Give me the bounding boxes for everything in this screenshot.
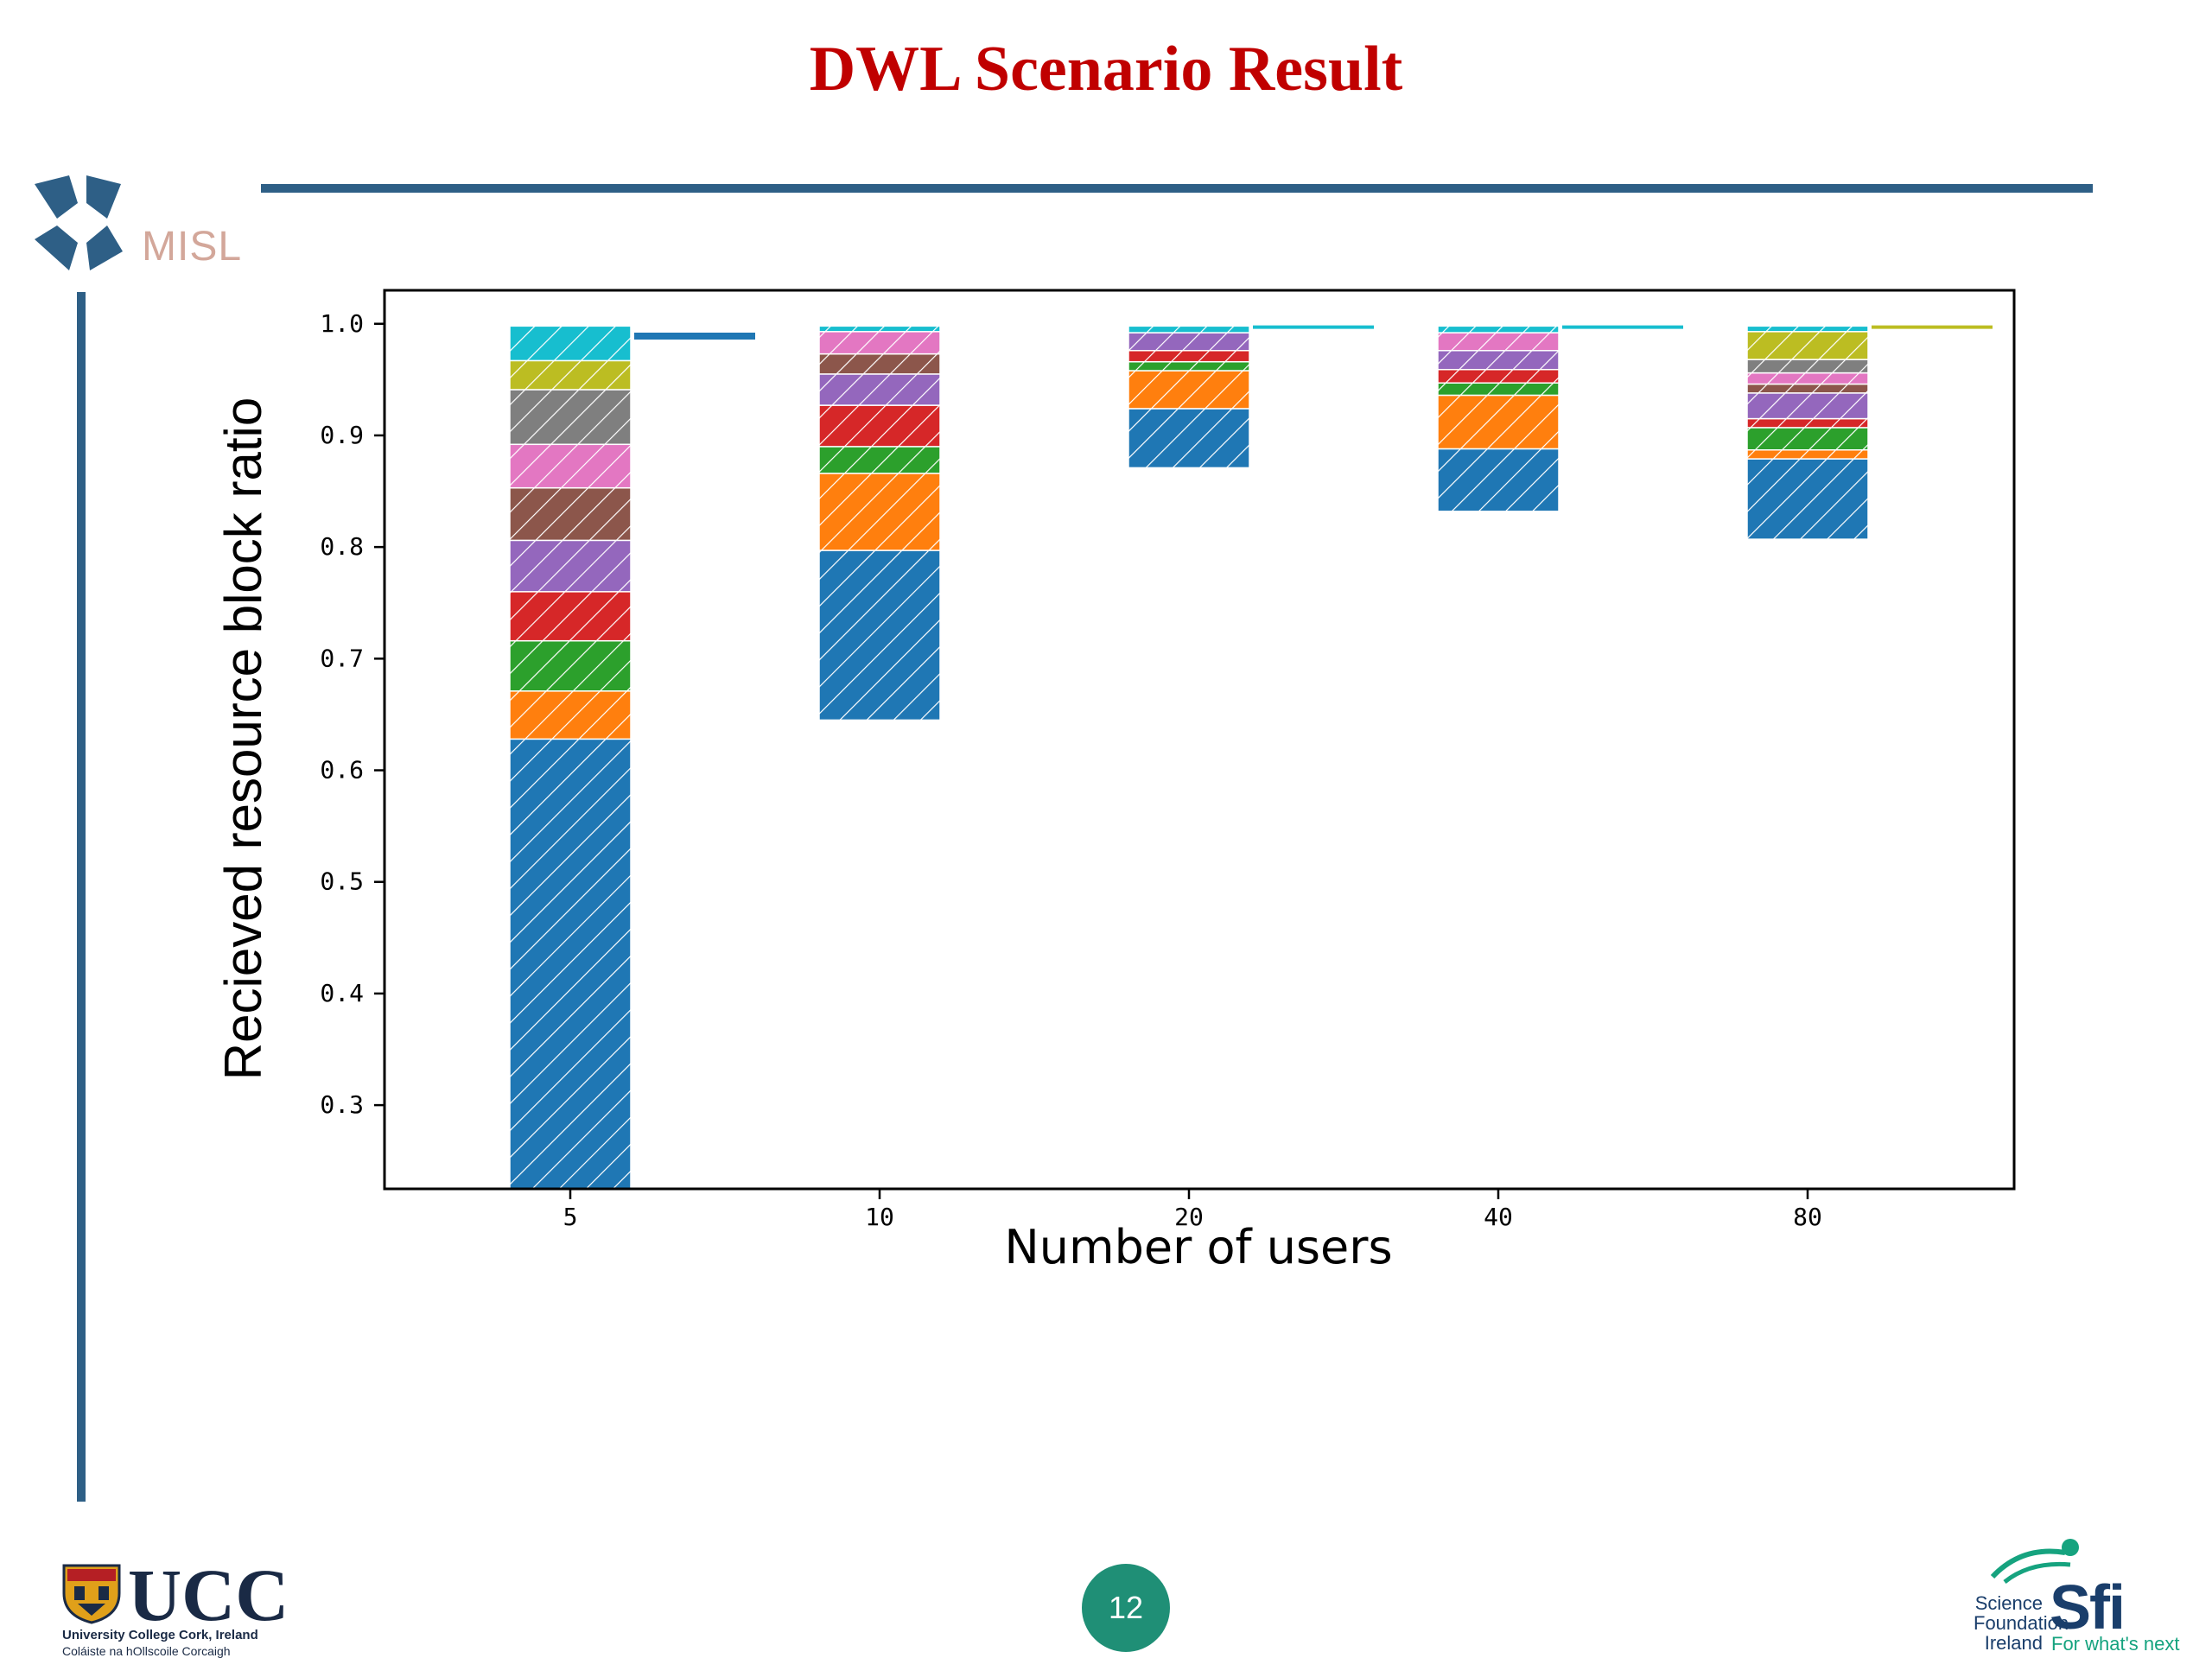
bar-hatch-10-3	[819, 446, 940, 473]
sfi-ireland-text: Ireland	[1984, 1632, 2043, 1654]
bar-hatch-5-7	[510, 444, 631, 488]
bar-hatch-80-3	[1747, 427, 1868, 450]
bar-hatch-40-5	[1438, 350, 1559, 370]
bar-hatch-80-7	[1747, 372, 1868, 384]
bar-hatch-40-6	[1438, 333, 1559, 351]
side-rule	[77, 292, 86, 1502]
bar-stacks	[509, 325, 1993, 1190]
bar-hatch-80-9	[1747, 331, 1868, 360]
y-tick-label: 0.8	[320, 532, 364, 561]
bar-hatch-5-10	[510, 326, 631, 361]
bar-hatch-10-4	[819, 405, 940, 447]
ucc-wordmark: UCC	[128, 1553, 289, 1636]
y-tick-label: 0.7	[320, 644, 364, 672]
bar-hatch-40-3	[1438, 383, 1559, 396]
bar-hatch-10-5	[819, 373, 940, 406]
x-tick-label: 5	[563, 1203, 578, 1231]
y-axis-ticks: 0.3 0.4 0.5 0.6 0.7 0.8 0.9 1.0	[320, 309, 385, 1119]
bar-hatch-5-1	[510, 739, 631, 1189]
x-tick-label: 40	[1484, 1203, 1513, 1231]
bar-hatch-80-10	[1747, 326, 1868, 332]
bar-hatch-5-8	[510, 389, 631, 445]
sfi-science-foundation-ireland: Science Foundation Ireland	[1974, 1592, 2069, 1654]
ucc-crest-icon	[62, 1564, 121, 1624]
y-tick-label: 0.9	[320, 421, 364, 449]
page-number-badge: 12	[1082, 1564, 1170, 1652]
bar-hatch-10-8	[819, 326, 940, 332]
sfi-science-text: Science	[1974, 1592, 2043, 1614]
misl-logo-icon	[35, 175, 123, 270]
sfi-swoosh-icon	[1990, 1539, 2079, 1584]
y-tick-label: 0.3	[320, 1090, 364, 1119]
bar-hatch-40-2	[1438, 395, 1559, 449]
bar-hatch-10-6	[819, 353, 940, 374]
bar-hatch-40-7	[1438, 326, 1559, 334]
sfi-tagline: For what's next	[2051, 1633, 2180, 1655]
ucc-subtitle: University College Cork, Ireland	[62, 1628, 258, 1642]
bar-hatch-80-2	[1747, 449, 1868, 460]
x-tick-label: 10	[865, 1203, 894, 1231]
bar-hatch-80-6	[1747, 384, 1868, 393]
y-axis-label: Recieved resource block ratio	[214, 397, 272, 1080]
bar-hatch-5-2	[510, 690, 631, 740]
bar-hatch-40-1	[1438, 448, 1559, 511]
bar-hatch-20-4	[1128, 350, 1249, 362]
y-tick-label: 0.4	[320, 979, 364, 1007]
bar-hatch-10-2	[819, 473, 940, 551]
ucc-irish-name: Coláiste na hOllscoile Corcaigh	[62, 1644, 231, 1658]
x-tick-label: 20	[1174, 1203, 1204, 1231]
y-tick-label: 0.5	[320, 867, 364, 896]
bar-hatch-20-2	[1128, 371, 1249, 409]
bar-hatch-80-8	[1747, 359, 1868, 373]
bar-hatch-5-9	[510, 360, 631, 390]
bar-hatch-5-5	[510, 540, 631, 592]
slide-title: DWL Scenario Result	[809, 34, 1403, 105]
plot-frame	[383, 289, 2016, 1191]
x-axis-label: Number of users	[1004, 1220, 1392, 1274]
bar-hatch-5-4	[510, 591, 631, 641]
bar-hatch-10-7	[819, 331, 940, 354]
bar-hatch-80-5	[1747, 392, 1868, 419]
sfi-wordmark: Sfi	[2050, 1573, 2126, 1642]
y-tick-label: 1.0	[320, 309, 364, 338]
x-axis-ticks: 5 10 20 40 80	[563, 1189, 1822, 1231]
bar-hatch-10-1	[819, 550, 940, 721]
y-tick-label: 0.6	[320, 756, 364, 785]
header-rule	[261, 184, 2093, 193]
bar-hatch-20-6	[1128, 326, 1249, 334]
misl-wordmark: MISL	[142, 224, 243, 270]
bar-hatch-5-3	[510, 640, 631, 691]
sfi-foundation-text: Foundation	[1974, 1612, 2069, 1634]
bar-hatch-20-3	[1128, 361, 1249, 372]
bar-hatch-80-1	[1747, 459, 1868, 540]
bar-hatch-40-4	[1438, 369, 1559, 384]
bar-hatch-20-5	[1128, 333, 1249, 351]
bar-hatch-5-6	[510, 487, 631, 541]
bar-hatch-80-4	[1747, 418, 1868, 428]
bar-hatch-20-1	[1128, 408, 1249, 468]
x-tick-label: 80	[1793, 1203, 1822, 1231]
